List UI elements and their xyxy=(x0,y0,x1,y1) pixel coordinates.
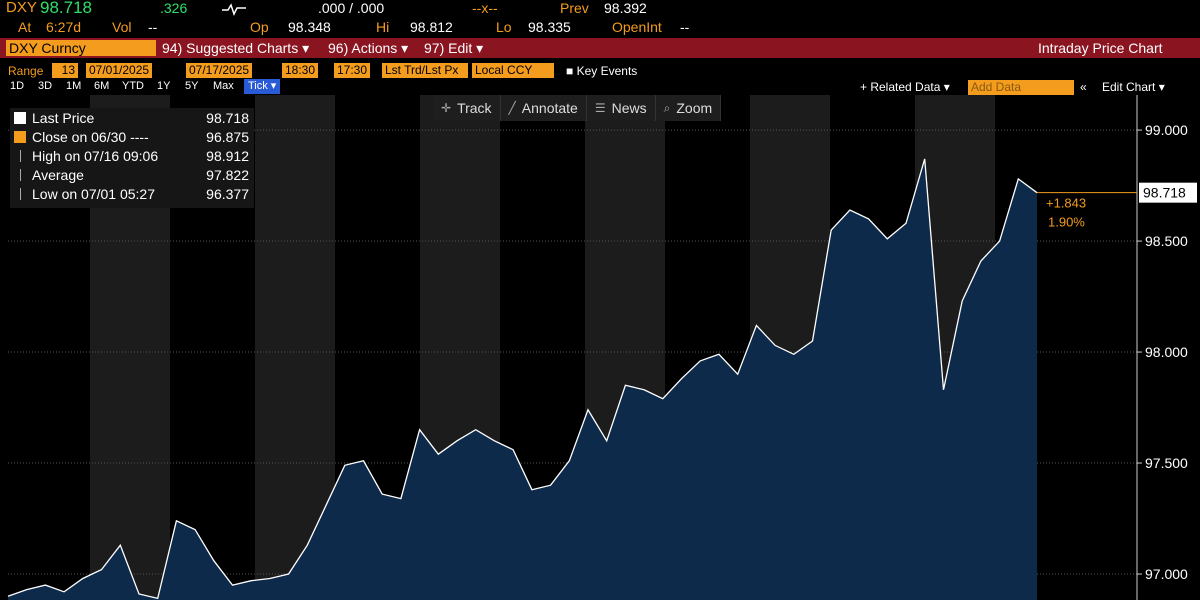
oi-label: OpenInt xyxy=(612,19,662,35)
y-tick-label: 98.000 xyxy=(1145,344,1188,360)
net-change: +1.843 xyxy=(1046,196,1086,211)
prev-label: Prev xyxy=(560,0,589,16)
prev: 98.392 xyxy=(604,0,647,16)
legend-value: 98.718 xyxy=(206,110,249,126)
last: 98.718 xyxy=(40,0,92,17)
legend-symbol xyxy=(20,169,27,181)
last-price-tag xyxy=(1139,182,1197,203)
currency-select[interactable]: Local CCY xyxy=(472,63,554,78)
vol: -- xyxy=(148,19,158,35)
lo: 98.335 xyxy=(528,19,571,35)
tool-label: Zoom xyxy=(676,100,713,116)
end-time[interactable]: 17:30 xyxy=(334,63,371,78)
edit[interactable]: 97) Edit ▾ xyxy=(424,40,484,56)
y-tick-label: 97.500 xyxy=(1145,455,1188,471)
legend-value: 98.912 xyxy=(206,148,249,164)
legend-label: Low on 07/01 05:27 xyxy=(32,186,155,202)
key-events-label: Key Events xyxy=(576,64,638,78)
tool-button[interactable]: ✛ Track xyxy=(433,95,501,121)
add-data[interactable]: Add Data xyxy=(968,80,1074,95)
period-button[interactable]: 3D xyxy=(38,80,53,92)
legend-label: Close on 06/30 ---- xyxy=(32,129,149,145)
last-price-tag-label: 98.718 xyxy=(1143,185,1186,201)
oi: -- xyxy=(680,19,690,35)
legend-symbol xyxy=(20,150,27,162)
tool-button[interactable]: ☰ News xyxy=(587,95,656,121)
period-button[interactable]: 6M xyxy=(94,80,110,92)
vol-label: Vol xyxy=(112,19,132,35)
legend-value: 96.875 xyxy=(206,129,249,145)
tool-icon: ╱ xyxy=(508,101,516,115)
pct-change: 1.90% xyxy=(1048,215,1085,230)
sparkline-icon xyxy=(222,3,246,16)
period-button[interactable]: 1M xyxy=(66,80,82,92)
legend-label: High on 07/16 09:06 xyxy=(32,148,159,164)
lo-label: Lo xyxy=(496,19,512,35)
tool-icon: ✛ xyxy=(441,101,452,115)
y-tick-label: 99.000 xyxy=(1145,122,1188,138)
start-time[interactable]: 18:30 xyxy=(282,63,319,78)
menu-bar xyxy=(0,38,1200,58)
chart-toolbar: ✛ Track ╱ Annotate ☰ News ⌕ Zoom xyxy=(433,95,722,121)
tool-icon: ☰ xyxy=(594,101,606,115)
period-button[interactable]: Tick ▾ xyxy=(244,79,281,94)
op: 98.348 xyxy=(288,19,331,35)
edit-chart[interactable]: Edit Chart ▾ xyxy=(1102,80,1165,94)
tool-label: Annotate xyxy=(521,100,578,116)
size: --x-- xyxy=(472,0,498,16)
hi-label: Hi xyxy=(376,19,390,35)
area xyxy=(8,158,1037,600)
range-label: Range xyxy=(8,64,44,78)
bid-ask: .000 / .000 xyxy=(318,0,385,16)
change: .326 xyxy=(160,0,188,16)
legend-symbol xyxy=(14,131,26,143)
tool-label: News xyxy=(611,100,647,116)
field-select[interactable]: Lst Trd/Lst Px xyxy=(382,63,468,78)
legend-label: Last Price xyxy=(32,110,95,126)
end-date[interactable]: 07/17/2025 xyxy=(186,63,253,78)
legend-symbol xyxy=(20,188,27,200)
hi: 98.812 xyxy=(410,19,453,35)
price-line xyxy=(7,158,1038,600)
legend-value: 96.377 xyxy=(206,186,249,202)
y-tick-label: 98.500 xyxy=(1145,233,1188,249)
at-label: At xyxy=(18,19,32,35)
op-label: Op xyxy=(250,19,269,35)
suggested-charts[interactable]: 94) Suggested Charts ▾ xyxy=(162,40,310,56)
legend: Last Price 98.718 Close on 06/30 ---- 96.87… xyxy=(10,108,254,208)
tool-button[interactable]: ╱ Annotate xyxy=(501,95,587,121)
tool-label: Track xyxy=(457,100,492,116)
collapse[interactable]: « xyxy=(1080,80,1087,94)
ticker: DXY xyxy=(6,0,37,16)
period-button[interactable]: 1Y xyxy=(157,80,171,92)
start-date[interactable]: 07/01/2025 xyxy=(86,63,153,78)
tool-icon: ⌕ xyxy=(663,101,671,115)
legend-label: Average xyxy=(32,167,84,183)
related-data[interactable]: + Related Data ▾ xyxy=(860,80,950,94)
legend-symbol xyxy=(14,112,26,124)
tool-button[interactable]: ⌕ Zoom xyxy=(656,95,722,121)
period-button[interactable]: 1D xyxy=(10,80,25,92)
time: 6:27d xyxy=(46,19,82,35)
chart-title: Intraday Price Chart xyxy=(1038,40,1163,56)
actions[interactable]: 96) Actions ▾ xyxy=(328,40,409,56)
security-input[interactable]: DXY Curncy xyxy=(6,40,156,56)
key-events[interactable]: ■ Key Events xyxy=(566,64,638,78)
y-tick-label: 97.000 xyxy=(1145,566,1188,582)
period-button[interactable]: Max xyxy=(213,80,234,92)
legend-value: 97.822 xyxy=(206,167,249,183)
bars-input[interactable]: 13 xyxy=(52,63,78,78)
period-button[interactable]: 5Y xyxy=(185,80,199,92)
period-button[interactable]: YTD xyxy=(122,80,144,92)
